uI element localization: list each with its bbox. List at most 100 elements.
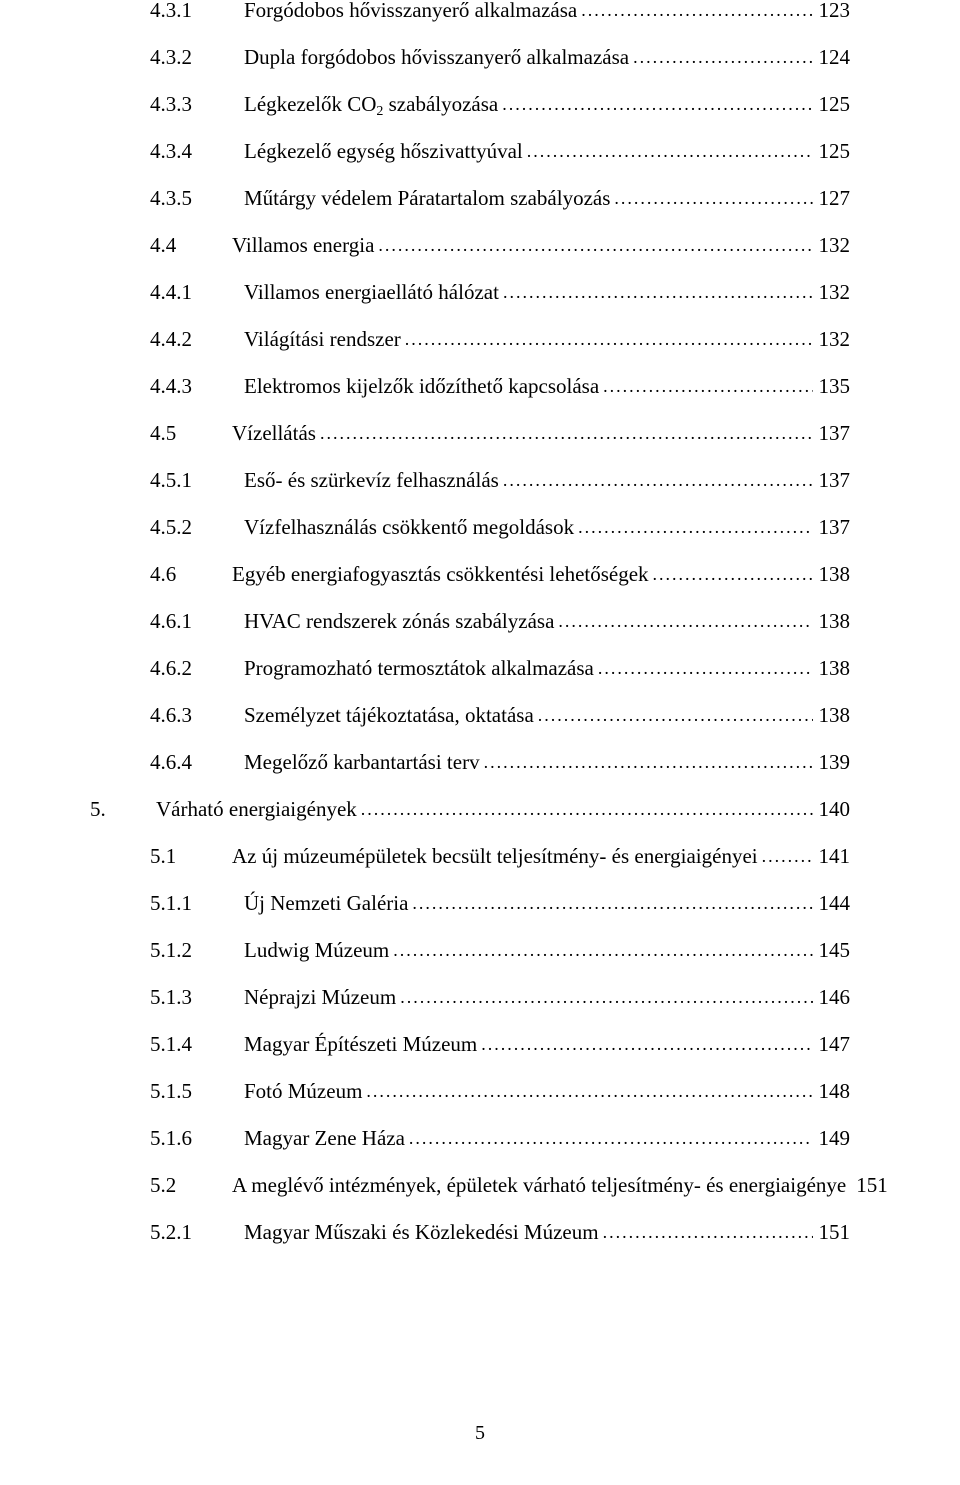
toc-leader-dots <box>578 516 812 537</box>
toc-entry-number: 4.6.4 <box>150 752 244 773</box>
toc-entry: 5.Várható energiaigények 140 <box>90 799 850 820</box>
toc-entry-number: 4.4 <box>150 235 232 256</box>
toc-entry-title: Várható energiaigények <box>156 799 357 820</box>
toc-entry-page: 124 <box>817 47 851 68</box>
toc-page: 4.3.1Forgódobos hővisszanyerő alkalmazás… <box>0 0 960 1485</box>
toc-entry-page: 123 <box>817 0 851 21</box>
toc-entry: 4.6.3Személyzet tájékoztatása, oktatása1… <box>90 705 850 726</box>
toc-entry-number: 4.3.5 <box>150 188 244 209</box>
toc-entry-number: 4.3.2 <box>150 47 244 68</box>
toc-entry-title: Légkezelő egység hőszivattyúval <box>244 141 523 162</box>
toc-entry-title: Fotó Múzeum <box>244 1081 362 1102</box>
toc-entry-title: Egyéb energiafogyasztás csökkentési lehe… <box>232 564 649 585</box>
toc-entry: 4.4.1Villamos energiaellátó hálózat132 <box>90 282 850 303</box>
toc-entry-number: 4.3.1 <box>150 0 244 21</box>
toc-entry: 5.1.6Magyar Zene Háza149 <box>90 1128 850 1149</box>
toc-leader-dots <box>366 1080 812 1101</box>
toc-leader-dots <box>378 234 812 255</box>
toc-entry-page: 151 <box>854 1175 888 1196</box>
toc-entry: 4.5Vízellátás137 <box>90 423 850 444</box>
toc-entry: 4.3.4Légkezelő egység hőszivattyúval 125 <box>90 141 850 162</box>
page-number: 5 <box>0 1422 960 1445</box>
toc-entry: 4.6Egyéb energiafogyasztás csökkentési l… <box>90 564 850 585</box>
toc-entry-page: 139 <box>817 752 851 773</box>
toc-entry: 5.2A meglévő intézmények, épületek várha… <box>90 1175 850 1196</box>
toc-entry-title: Magyar Műszaki és Közlekedési Múzeum <box>244 1222 599 1243</box>
toc-leader-dots <box>527 140 813 161</box>
toc-entry-title: A meglévő intézmények, épületek várható … <box>232 1175 846 1196</box>
toc-entry-title: Eső- és szürkevíz felhasználás <box>244 470 499 491</box>
toc-entry: 4.4.3Elektromos kijelzők időzíthető kapc… <box>90 376 850 397</box>
toc-leader-dots <box>405 328 813 349</box>
toc-leader-dots <box>633 46 812 67</box>
toc-entry: 4.3.3Légkezelők CO2 szabályozása125 <box>90 94 850 115</box>
toc-entry-title: Magyar Zene Háza <box>244 1128 405 1149</box>
toc-entry: 4.6.4Megelőző karbantartási terv139 <box>90 752 850 773</box>
toc-entry-number: 4.4.3 <box>150 376 244 397</box>
toc-entry-page: 127 <box>817 188 851 209</box>
toc-leader-dots <box>581 0 812 20</box>
toc-entry: 4.5.1Eső- és szürkevíz felhasználás137 <box>90 470 850 491</box>
toc-leader-dots <box>653 563 813 584</box>
toc-entry-number: 4.6.1 <box>150 611 244 632</box>
toc-entry-number: 4.3.4 <box>150 141 244 162</box>
toc-entry-title: Az új múzeumépületek becsült teljesítmén… <box>232 846 758 867</box>
toc-entry: 4.3.1Forgódobos hővisszanyerő alkalmazás… <box>90 0 850 21</box>
toc-entry: 4.6.2Programozható termosztátok alkalmaz… <box>90 658 850 679</box>
toc-entry-number: 5. <box>90 799 156 820</box>
toc-entry-page: 125 <box>817 141 851 162</box>
toc-entry-title: Ludwig Múzeum <box>244 940 389 961</box>
toc-entry: 4.3.5Műtárgy védelem Páratartalom szabál… <box>90 188 850 209</box>
toc-leader-dots <box>558 610 812 631</box>
toc-leader-dots <box>393 939 812 960</box>
toc-entry-title: Villamos energiaellátó hálózat <box>244 282 499 303</box>
toc-entry-title: Vízfelhasználás csökkentő megoldások <box>244 517 574 538</box>
toc-entry-number: 5.1 <box>150 846 232 867</box>
toc-entry: 5.1.5Fotó Múzeum 148 <box>90 1081 850 1102</box>
toc-entry-number: 5.2.1 <box>150 1222 244 1243</box>
toc-entry-page: 132 <box>817 235 851 256</box>
toc-entry: 5.1.4Magyar Építészeti Múzeum147 <box>90 1034 850 1055</box>
toc-entry-page: 135 <box>817 376 851 397</box>
toc-entry-number: 4.3.3 <box>150 94 244 115</box>
toc-entry: 4.4.2Világítási rendszer132 <box>90 329 850 350</box>
toc-entry-page: 147 <box>817 1034 851 1055</box>
toc-entry: 5.1.3Néprajzi Múzeum146 <box>90 987 850 1008</box>
toc-entry: 5.1.2Ludwig Múzeum 145 <box>90 940 850 961</box>
toc-entry-page: 137 <box>817 423 851 444</box>
toc-entry-page: 140 <box>817 799 851 820</box>
toc-entry-page: 151 <box>817 1222 851 1243</box>
toc-leader-dots <box>598 657 813 678</box>
toc-leader-dots <box>762 845 813 866</box>
toc-entry: 5.1.1Új Nemzeti Galéria144 <box>90 893 850 914</box>
toc-entry-page: 138 <box>817 658 851 679</box>
toc-entry-title: Légkezelők CO2 szabályozása <box>244 94 498 115</box>
subscript: 2 <box>376 104 383 119</box>
toc-entry: 4.3.2Dupla forgódobos hővisszanyerő alka… <box>90 47 850 68</box>
toc-entry-page: 138 <box>817 564 851 585</box>
toc-entry-title: Dupla forgódobos hővisszanyerő alkalmazá… <box>244 47 629 68</box>
toc-leader-dots <box>614 187 812 208</box>
toc-entry-number: 4.6.2 <box>150 658 244 679</box>
toc-entry-number: 4.5 <box>150 423 232 444</box>
toc-entry-page: 145 <box>817 940 851 961</box>
toc-entry-page: 137 <box>817 470 851 491</box>
toc-entry-number: 5.1.2 <box>150 940 244 961</box>
toc-leader-dots <box>320 422 813 443</box>
toc-entry: 4.5.2Vízfelhasználás csökkentő megoldáso… <box>90 517 850 538</box>
toc-entry-title: Néprajzi Múzeum <box>244 987 396 1008</box>
toc-entry-number: 4.5.2 <box>150 517 244 538</box>
toc-entry-title: Elektromos kijelzők időzíthető kapcsolás… <box>244 376 599 397</box>
toc-entry-title: Műtárgy védelem Páratartalom szabályozás <box>244 188 610 209</box>
toc-entry-number: 5.2 <box>150 1175 232 1196</box>
toc-entry-page: 141 <box>817 846 851 867</box>
toc-entry-title: Programozható termosztátok alkalmazása <box>244 658 594 679</box>
toc-entry-number: 5.1.5 <box>150 1081 244 1102</box>
toc-entry-page: 148 <box>817 1081 851 1102</box>
toc-leader-dots <box>400 986 812 1007</box>
toc-entry: 4.6.1HVAC rendszerek zónás szabályzása13… <box>90 611 850 632</box>
toc-leader-dots <box>538 704 813 725</box>
toc-leader-dots <box>603 375 812 396</box>
toc-leader-dots <box>502 93 812 114</box>
toc-entry-number: 4.4.1 <box>150 282 244 303</box>
